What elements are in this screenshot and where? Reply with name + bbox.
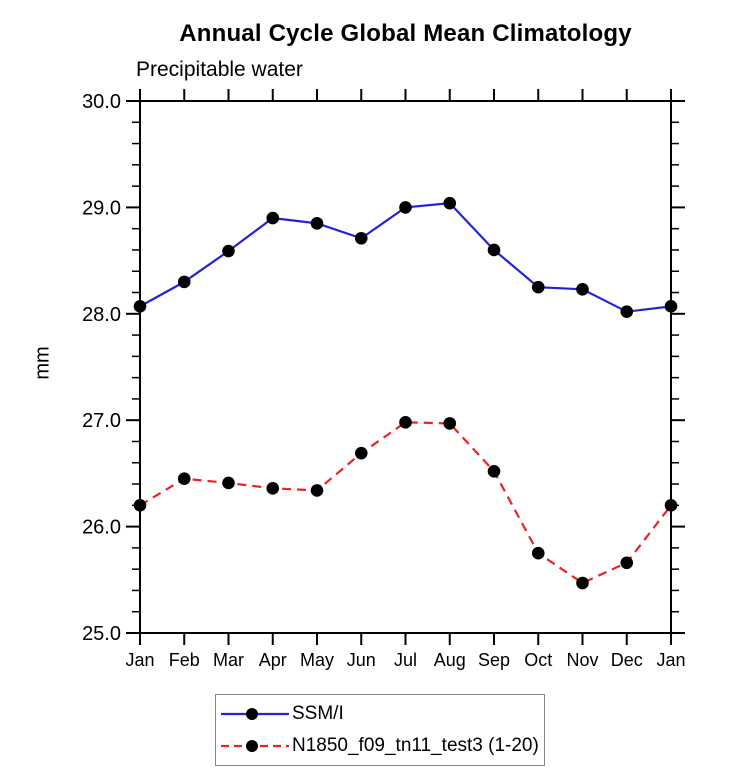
data-point — [266, 211, 280, 225]
y-tick-label: 26.0 — [82, 517, 121, 539]
legend-marker-dot — [246, 740, 258, 752]
data-point — [576, 283, 589, 296]
data-point — [310, 217, 324, 230]
data-point — [487, 464, 501, 478]
data-point — [443, 196, 457, 210]
data-point — [531, 280, 545, 294]
legend: SSM/I N1850_f09_tn11_test3 (1-20) — [215, 694, 545, 766]
plot-frame — [139, 100, 672, 634]
data-point — [443, 417, 457, 430]
data-point — [399, 201, 412, 214]
chart-title: Annual Cycle Global Mean Climatology — [179, 20, 632, 47]
data-point — [487, 243, 501, 257]
legend-sample-dashed-line — [221, 740, 289, 752]
x-tick-label: Dec — [611, 650, 643, 670]
legend-marker-dot — [246, 708, 258, 720]
data-point — [133, 499, 147, 512]
legend-label-ssmi: SSM/I — [292, 703, 344, 724]
x-tick-label: Apr — [259, 650, 287, 670]
series-line-0 — [139, 201, 672, 313]
x-tick-label: Jul — [394, 650, 417, 670]
legend-sample-solid-line — [221, 708, 289, 720]
data-point — [664, 300, 678, 313]
y-tick-label: 27.0 — [82, 410, 121, 432]
data-point — [177, 472, 191, 486]
data-point — [354, 231, 368, 245]
data-point — [664, 499, 678, 512]
chart-subtitle: Precipitable water — [136, 58, 303, 81]
x-tick-label: Jun — [347, 650, 376, 670]
data-point — [576, 576, 589, 590]
data-point — [177, 275, 191, 289]
x-tick-label: Jan — [125, 650, 154, 670]
data-point — [399, 416, 412, 429]
data-point — [620, 556, 634, 570]
y-tick-label: 25.0 — [82, 623, 121, 645]
data-point — [531, 546, 545, 560]
data-point — [354, 446, 368, 460]
legend-item-ssmi: SSM/I — [221, 703, 544, 725]
legend-label-n1850: N1850_f09_tn11_test3 (1-20) — [292, 735, 539, 756]
x-tick-label: Mar — [213, 650, 244, 670]
x-tick-label: Jan — [656, 650, 685, 670]
series-line-1 — [139, 421, 672, 585]
y-tick-label: 28.0 — [82, 304, 121, 326]
data-point — [222, 244, 235, 258]
x-tick-label: Sep — [478, 650, 510, 670]
data-point — [266, 481, 280, 495]
y-tick-label: 30.0 — [82, 91, 121, 113]
data-point — [310, 484, 324, 497]
y-tick-label: 29.0 — [82, 197, 121, 219]
data-point — [620, 305, 634, 318]
x-tick-label: Nov — [566, 650, 598, 670]
data-point — [222, 476, 235, 490]
x-tick-label: Feb — [169, 650, 200, 670]
legend-item-n1850: N1850_f09_tn11_test3 (1-20) — [221, 735, 544, 757]
data-point — [133, 300, 147, 313]
x-tick-label: May — [300, 650, 334, 670]
x-tick-label: Aug — [434, 650, 466, 670]
x-tick-label: Oct — [524, 650, 552, 670]
